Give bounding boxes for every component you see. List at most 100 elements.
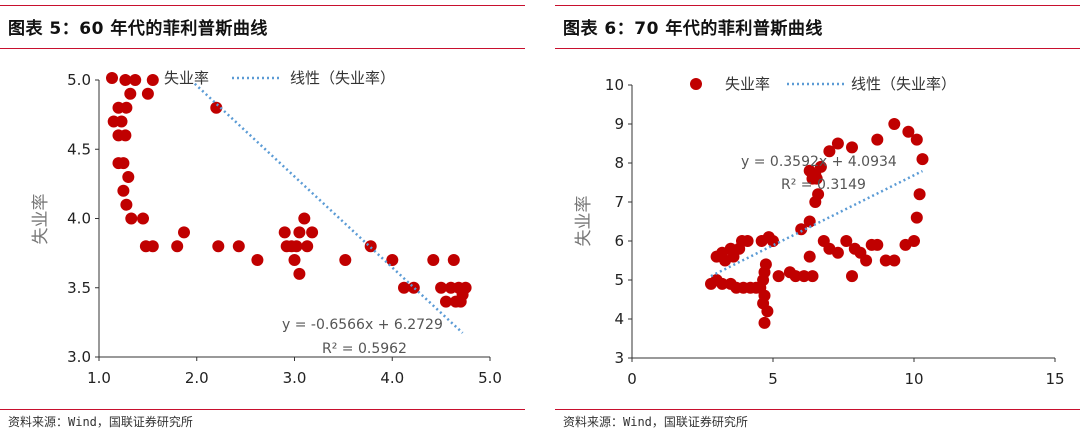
x-tick-label: 3.0	[283, 369, 307, 387]
data-point	[212, 240, 225, 253]
data-point	[910, 211, 923, 224]
title-rule	[555, 48, 1080, 49]
y-tick-label: 4	[614, 310, 624, 328]
data-point	[908, 235, 920, 247]
data-point	[122, 171, 135, 183]
y-tick-label: 6	[614, 232, 624, 250]
data-point	[759, 258, 772, 271]
trend-r-squared: R² = 0.5962	[322, 341, 407, 357]
data-point	[846, 270, 858, 283]
legend-marker	[690, 78, 702, 90]
data-point	[798, 270, 810, 283]
data-point	[803, 250, 816, 263]
data-point	[831, 246, 844, 259]
data-point	[435, 281, 448, 294]
x-tick-label: 5	[768, 370, 778, 388]
y-tick-label: 3.0	[67, 348, 91, 366]
scatter-chart-70s: 3 4 5 6 7 8 9 10 0 5 10 15 失业率 y = 0.3592x + 4.0934 R²…	[574, 75, 1065, 388]
data-point	[814, 160, 827, 173]
data-point	[146, 74, 159, 86]
data-point	[789, 270, 802, 283]
data-point	[758, 316, 771, 329]
legend-label-series: 失业率	[725, 75, 770, 93]
data-point	[447, 254, 460, 266]
data-point	[137, 212, 149, 225]
data-point	[761, 305, 774, 318]
y-axis-label: 失业率	[574, 196, 594, 247]
source-note: 资料来源：Wind，国联证券研究所	[563, 415, 748, 429]
data-point	[178, 226, 190, 239]
x-tick-label: 10	[904, 370, 923, 388]
data-point	[288, 254, 301, 266]
data-point	[293, 267, 306, 280]
y-tick-label: 8	[614, 154, 624, 172]
y-tick-label: 10	[605, 76, 624, 94]
data-point	[306, 226, 319, 239]
panel-figure-5: 图表 5：60 年代的菲利普斯曲线 3.0 3.5 4.0 4.5 5.0 1.0 2.0 3…	[0, 0, 525, 434]
y-tick-label: 7	[614, 193, 624, 211]
bottom-rule	[0, 409, 525, 410]
data-point	[860, 254, 873, 267]
data-point	[888, 254, 901, 267]
title-rule	[0, 48, 525, 49]
data-point	[871, 238, 884, 251]
data-point	[120, 198, 133, 211]
data-point	[733, 242, 746, 255]
trend-line	[193, 82, 464, 334]
trend-line	[710, 169, 924, 278]
data-point	[398, 281, 410, 294]
data-point	[124, 87, 137, 100]
data-point	[129, 74, 142, 86]
data-point	[806, 270, 819, 283]
data-point	[210, 101, 223, 114]
data-point	[888, 118, 901, 130]
top-rule	[555, 5, 1080, 6]
y-tick-label: 3	[614, 349, 624, 367]
y-tick-label: 4.5	[67, 140, 91, 158]
data-point	[119, 74, 132, 86]
data-point	[772, 270, 785, 283]
data-point	[293, 226, 306, 239]
data-point	[120, 101, 133, 114]
x-tick-label: 5.0	[478, 369, 502, 387]
bottom-rule	[555, 409, 1080, 410]
data-point	[913, 188, 926, 201]
top-rule	[0, 5, 525, 6]
data-point	[440, 295, 452, 308]
data-point	[146, 240, 159, 253]
data-point	[902, 125, 915, 138]
data-point	[795, 223, 808, 236]
data-point	[141, 87, 154, 100]
data-point	[840, 235, 853, 247]
trend-equation: y = -0.6566x + 6.2729	[282, 317, 443, 333]
data-point	[427, 254, 440, 266]
data-point	[290, 240, 303, 253]
data-point	[119, 129, 132, 142]
data-point	[301, 240, 314, 253]
data-point	[803, 215, 816, 228]
y-tick-label: 5	[614, 271, 624, 289]
data-point	[741, 235, 754, 247]
data-point	[339, 254, 352, 266]
data-point	[117, 184, 130, 197]
trend-r-squared: R² = 0.3149	[781, 177, 866, 193]
data-point	[278, 226, 291, 239]
chart-title: 图表 6：70 年代的菲利普斯曲线	[563, 19, 823, 39]
y-axis-label: 失业率	[31, 194, 51, 245]
legend-marker	[106, 72, 118, 84]
x-tick-label: 2.0	[185, 369, 209, 387]
y-tick-label: 9	[614, 115, 624, 133]
data-point	[171, 240, 184, 253]
legend-label-series: 失业率	[164, 69, 209, 87]
data-point	[916, 153, 929, 166]
x-tick-label: 0	[627, 370, 637, 388]
data-point	[823, 145, 836, 158]
y-tick-label: 5.0	[67, 71, 91, 89]
legend-label-trend: 线性（失业率）	[851, 75, 956, 93]
y-tick-label: 4.0	[67, 210, 91, 228]
x-tick-label: 1.0	[87, 369, 111, 387]
data-point	[871, 133, 884, 146]
data-point	[910, 133, 923, 146]
data-point	[716, 277, 729, 290]
data-point	[251, 254, 264, 266]
